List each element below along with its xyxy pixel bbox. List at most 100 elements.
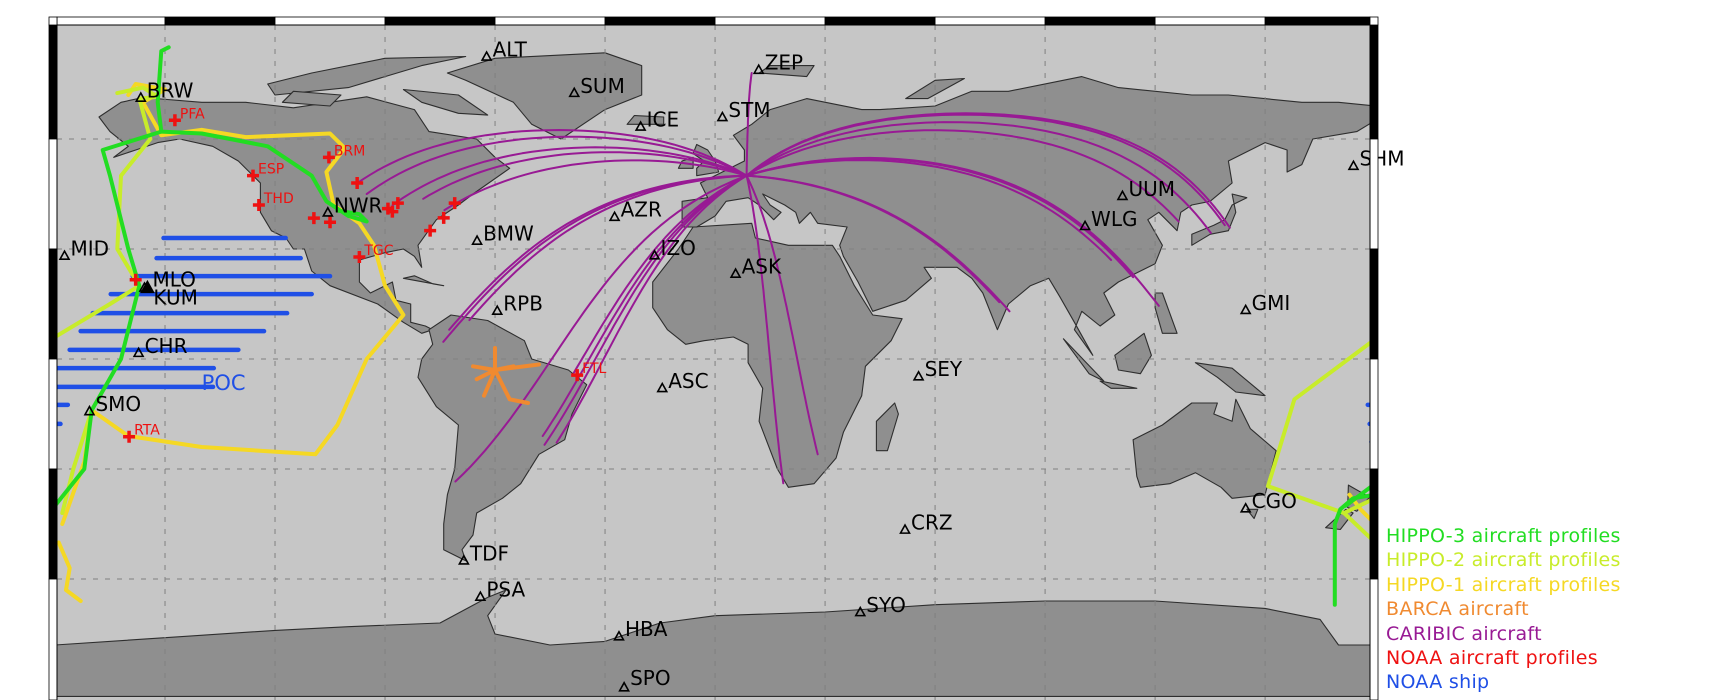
station-sum: SUM — [568, 74, 625, 98]
plus-marker-icon — [123, 430, 136, 443]
triangle-marker-icon — [321, 206, 334, 217]
noaa-aircraft-site: BRM — [322, 143, 365, 164]
frame-segment — [48, 138, 58, 250]
landmass-baffin — [402, 88, 489, 116]
hippo2-flight-track — [60, 408, 94, 515]
station-zep: ZEP — [752, 51, 803, 75]
frame-segment — [56, 16, 166, 26]
legend-noaa-ship: NOAA ship — [1386, 671, 1490, 694]
legend-barca: BARCA aircraft — [1386, 598, 1529, 621]
triangle-marker-icon — [613, 630, 625, 641]
caribic-flight-track — [543, 174, 748, 446]
landmass-sumatra — [1062, 338, 1105, 382]
landmass-arctic-islands — [267, 55, 467, 96]
triangle-marker-icon — [471, 234, 483, 245]
triangle-marker-icon — [1079, 219, 1091, 231]
caribic-flight-track — [365, 135, 748, 195]
station-label: SHM — [1359, 147, 1404, 171]
caribic-flight-track — [745, 174, 1001, 304]
station-spo: SPO — [618, 666, 671, 692]
noaa-aircraft-site — [437, 211, 450, 224]
station-sey: SEY — [912, 357, 963, 381]
station-smo: SMO — [83, 392, 141, 416]
frame-segment — [934, 16, 1046, 26]
frame-segment — [48, 578, 58, 700]
station-label: SUM — [580, 74, 625, 98]
station-label: BMW — [483, 222, 534, 246]
station-asc: ASC — [656, 369, 709, 393]
station-cgo: CGO — [1239, 489, 1297, 513]
frame-segment — [48, 24, 58, 140]
plus-marker-icon — [168, 114, 181, 127]
caribic-flight-track — [745, 174, 819, 456]
station-label: SMO — [95, 392, 141, 416]
site-label: ESP — [258, 162, 284, 178]
caribic-flight-track — [745, 121, 1212, 234]
landmass-madagascar — [875, 402, 899, 452]
site-label: RTA — [134, 423, 160, 439]
triangle-marker-icon — [1239, 502, 1252, 513]
station-label: SEY — [925, 357, 963, 381]
plus-marker-icon — [448, 197, 461, 210]
station-label: TDF — [469, 541, 509, 565]
legend-hippo3: HIPPO-3 aircraft profiles — [1386, 525, 1621, 547]
plus-marker-icon — [353, 251, 366, 264]
triangle-marker-icon — [854, 605, 867, 617]
triangle-marker-icon — [58, 249, 71, 260]
station-label: ASK — [742, 255, 782, 279]
noaa-aircraft-site: ESP — [247, 162, 284, 182]
station-label: RPB — [503, 292, 543, 316]
station-label: IZO — [661, 236, 696, 260]
hippo1-flight-track — [57, 540, 83, 603]
caribic-flight-track — [745, 156, 1160, 307]
barca-flight-track — [482, 368, 497, 398]
site-label: FTL — [582, 361, 606, 377]
station-crz: CRZ — [899, 511, 953, 535]
frame-segment — [384, 16, 496, 26]
station-label: ASC — [668, 369, 708, 393]
caribic-flight-track — [443, 159, 748, 212]
triangle-marker-icon — [634, 120, 647, 131]
station-rpb: RPB — [491, 292, 543, 316]
noaa-aircraft-site — [391, 197, 404, 210]
hippo3-flight-track — [57, 129, 164, 507]
station-label: CGO — [1252, 489, 1297, 513]
plus-marker-icon — [307, 212, 320, 225]
station-ask: ASK — [729, 255, 782, 279]
plus-marker-icon — [424, 224, 437, 237]
station-syo: SYO — [854, 593, 906, 617]
noaa-aircraft-site — [307, 212, 320, 225]
station-tdf: TDF — [458, 541, 509, 565]
frame-corner — [1369, 16, 1379, 26]
frame-segment — [1369, 578, 1379, 700]
frame-segment — [824, 16, 936, 26]
noaa-aircraft-site — [424, 224, 437, 237]
hippo3-flight-track — [1343, 485, 1370, 508]
station-label: UUM — [1128, 177, 1175, 201]
station-label: GMI — [1252, 291, 1291, 315]
station-label: CRZ — [911, 511, 953, 535]
caribic-flight-track — [555, 174, 748, 444]
site-label: BRM — [334, 143, 365, 159]
frame-segment — [1369, 248, 1379, 360]
noaa-aircraft-site: THD — [252, 191, 294, 211]
triangle-marker-icon — [480, 50, 493, 61]
triangle-marker-icon — [1239, 303, 1252, 315]
legend-hippo2: HIPPO-2 aircraft profiles — [1386, 549, 1621, 572]
frame-segment — [1369, 468, 1379, 580]
noaa-aircraft-site: RTA — [123, 423, 160, 443]
legend: HIPPO-3 aircraft profiles HIPPO-2 aircra… — [1386, 524, 1621, 695]
triangle-marker-icon — [656, 381, 669, 393]
plus-marker-icon — [391, 197, 404, 210]
triangle-marker-icon — [83, 404, 96, 416]
noaa-aircraft-site: PFA — [168, 106, 205, 127]
triangle-marker-icon — [1116, 189, 1129, 201]
triangle-marker-icon — [648, 249, 661, 260]
frame-segment — [274, 16, 386, 26]
hippo1-flight-track — [60, 82, 406, 526]
frame-segment — [604, 16, 716, 26]
station-chr: CHR — [132, 334, 188, 358]
noaa-aircraft-site: TGC — [353, 243, 394, 264]
frame-segment — [494, 16, 606, 26]
station-label: MLO — [152, 267, 195, 291]
